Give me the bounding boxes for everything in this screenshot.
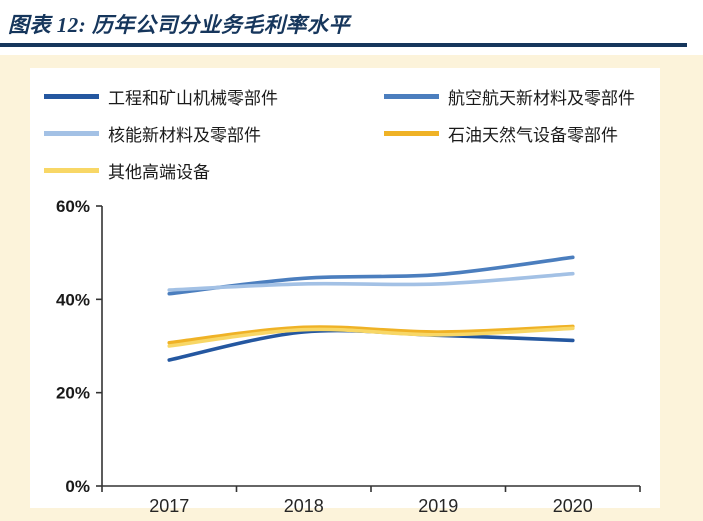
legend-label: 核能新材料及零部件 xyxy=(108,126,261,145)
legend-item: 航空航天新材料及零部件 xyxy=(384,84,660,109)
header-divider xyxy=(0,43,687,47)
legend-label: 工程和矿山机械零部件 xyxy=(108,89,278,108)
chart-title: 图表 12: 历年公司分业务毛利率水平 xyxy=(8,13,350,37)
y-axis-tick-label: 0% xyxy=(65,477,90,496)
axes xyxy=(96,205,641,492)
chart-area: 工程和矿山机械零部件 航空航天新材料及零部件核能新材料及零部件 石油天然气设备零部件… xyxy=(0,55,703,521)
line-chart: 0% 20% 40% 60% 2017 2018 2019 2020 xyxy=(56,197,641,516)
legend-swatch xyxy=(44,131,99,136)
y-axis-tick-label: 20% xyxy=(56,384,90,403)
series-line xyxy=(167,324,575,345)
legend-label: 其他高端设备 xyxy=(108,163,210,182)
legend-item: 其他高端设备 xyxy=(44,158,384,183)
y-axis-tick-label: 60% xyxy=(56,197,90,216)
legend-swatch xyxy=(44,168,99,173)
legend-swatch xyxy=(44,94,99,99)
legend-item: 石油天然气设备零部件 xyxy=(384,121,660,146)
x-axis-tick-label: 2019 xyxy=(418,496,458,516)
y-axis-tick-label: 40% xyxy=(56,290,90,309)
x-axis-tick-label: 2020 xyxy=(553,496,593,516)
legend-item: 工程和矿山机械零部件 xyxy=(44,84,384,109)
series-line xyxy=(167,326,575,348)
legend-swatch xyxy=(384,131,439,136)
x-axis-tick-label: 2017 xyxy=(149,496,189,516)
x-axis-tick-label: 2018 xyxy=(284,496,324,516)
legend-label: 石油天然气设备零部件 xyxy=(448,126,618,145)
series-line xyxy=(167,271,575,292)
legend-label: 航空航天新材料及零部件 xyxy=(448,89,635,108)
chart-legend: 工程和矿山机械零部件 航空航天新材料及零部件核能新材料及零部件 石油天然气设备零部件… xyxy=(30,68,660,187)
legend-item: 核能新材料及零部件 xyxy=(44,121,384,146)
chart-header: 图表 12: 历年公司分业务毛利率水平 xyxy=(0,0,703,43)
legend-swatch xyxy=(384,94,439,99)
chart-panel: 工程和矿山机械零部件 航空航天新材料及零部件核能新材料及零部件 石油天然气设备零部件… xyxy=(30,68,660,516)
